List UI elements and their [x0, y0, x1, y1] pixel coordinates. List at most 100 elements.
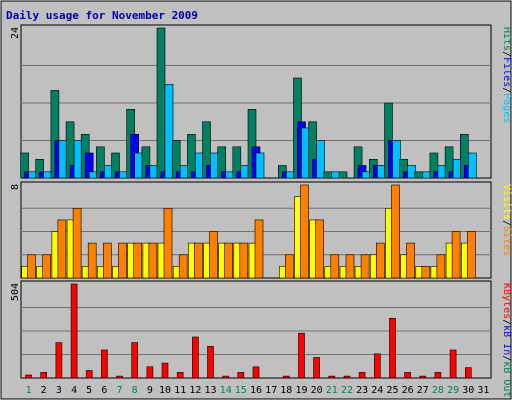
- bar-kbytes-day-18: [282, 375, 290, 379]
- bar-pages-day-12: [195, 152, 204, 179]
- bar-pages-day-20: [316, 140, 325, 179]
- bar-pages-day-24: [376, 165, 386, 179]
- bar-pages-day-2: [43, 171, 53, 179]
- day-label-9: 9: [147, 385, 153, 396]
- bar-kbytes-day-15: [237, 372, 245, 379]
- bar-kbytes-day-13: [207, 345, 214, 379]
- bar-kbytes-day-20: [313, 357, 320, 379]
- bar-sites-day-28: [436, 254, 446, 279]
- bar-pages-day-30: [467, 152, 477, 179]
- day-label-31: 31: [477, 385, 489, 396]
- day-label-26: 26: [402, 385, 414, 396]
- bar-sites-day-15: [239, 242, 249, 279]
- y-max-label: 8: [10, 184, 21, 190]
- day-label-30: 30: [462, 385, 474, 396]
- bar-sites-day-20: [315, 219, 324, 279]
- legend-entry: /: [501, 51, 512, 57]
- bar-sites-day-13: [209, 231, 218, 279]
- bar-pages-day-11: [179, 165, 189, 179]
- bar-hits-day-27: [414, 171, 424, 179]
- bar-sites-day-7: [118, 242, 127, 279]
- day-label-2: 2: [41, 385, 47, 396]
- bar-pages-day-15: [240, 165, 250, 179]
- bar-pages-day-1: [28, 171, 37, 179]
- legend-entry: /: [501, 87, 512, 93]
- legend-visits: Visits/Sites: [501, 184, 512, 256]
- day-label-29: 29: [447, 385, 459, 396]
- legend-entry: /: [501, 319, 512, 325]
- legend-entry: Files: [501, 57, 512, 87]
- day-label-3: 3: [56, 385, 62, 396]
- legend-entry: kB Out: [501, 361, 512, 397]
- day-label-10: 10: [159, 385, 171, 396]
- bar-sites-day-27: [421, 266, 431, 279]
- bar-kbytes-day-24: [373, 353, 381, 379]
- bar-kbytes-day-5: [85, 370, 93, 379]
- bar-pages-day-9: [149, 165, 159, 179]
- bar-kbytes-day-12: [192, 336, 199, 379]
- bar-pages-day-3: [58, 140, 68, 179]
- bar-pages-day-8: [134, 152, 143, 179]
- legend-entry: Sites: [501, 226, 512, 256]
- bar-sites-day-5: [87, 242, 97, 279]
- day-label-28: 28: [432, 385, 444, 396]
- bar-pages-day-14: [225, 171, 234, 179]
- day-axis-labels: 1 2 3 4 5 6 7 8 9 10 11 12 13 14 15 16 17 18 19 20 21 22 23 24 2…: [26, 385, 490, 396]
- panel-visits: 8 Visits/Sites: [10, 181, 512, 279]
- bar-sites-day-23: [360, 254, 370, 279]
- bar-kbytes-day-22: [343, 375, 351, 379]
- bar-sites-day-12: [194, 242, 203, 279]
- bar-kbytes-day-27: [419, 375, 427, 379]
- bar-sites-day-3: [57, 219, 67, 279]
- day-label-17: 17: [265, 385, 277, 396]
- legend-entry: /: [501, 220, 512, 226]
- bar-sites-day-18: [284, 254, 294, 279]
- bar-sites-day-19: [300, 184, 309, 279]
- bar-pages-day-27: [422, 171, 432, 179]
- bar-kbytes-day-8: [131, 342, 138, 379]
- bar-kbytes-day-21: [328, 375, 336, 379]
- panel-frame: [20, 280, 492, 379]
- day-label-22: 22: [341, 385, 353, 396]
- bar-kbytes-day-26: [404, 372, 411, 379]
- day-label-7: 7: [116, 385, 122, 396]
- y-max-label: 504: [10, 283, 21, 301]
- bar-sites-day-21: [330, 254, 340, 279]
- day-label-16: 16: [250, 385, 262, 396]
- bar-pages-day-29: [452, 159, 462, 179]
- bar-sites-day-29: [451, 231, 461, 279]
- day-label-21: 21: [326, 385, 338, 396]
- bar-pages-day-26: [407, 165, 416, 179]
- y-max-label: 24: [10, 27, 21, 39]
- day-label-6: 6: [101, 385, 107, 396]
- legend-kbytes: KBytes/kB In/kB Out: [501, 283, 512, 397]
- bar-hits-day-10: [156, 27, 166, 179]
- bar-sites-day-22: [345, 254, 355, 279]
- bar-kbytes-day-19: [298, 332, 305, 379]
- legend-entry: Pages: [501, 93, 512, 123]
- chart-title: Daily usage for November 2009: [6, 9, 198, 22]
- bar-sites-day-6: [103, 242, 112, 279]
- bar-pages-day-18: [285, 171, 295, 179]
- day-label-11: 11: [174, 385, 186, 396]
- bar-kbytes-day-9: [146, 366, 154, 379]
- bar-kbytes-day-28: [434, 372, 442, 379]
- panel-usage: 24 Hits/Files/Pages: [10, 24, 512, 179]
- bar-pages-day-10: [164, 84, 174, 179]
- day-label-19: 19: [295, 385, 307, 396]
- bar-sites-day-26: [406, 242, 415, 279]
- bar-kbytes-day-6: [101, 349, 108, 379]
- bar-pages-day-5: [88, 171, 98, 179]
- legend-entry: kB In: [501, 325, 512, 355]
- legend-entry: /: [501, 355, 512, 361]
- day-label-20: 20: [311, 385, 323, 396]
- day-label-15: 15: [235, 385, 247, 396]
- day-label-24: 24: [371, 385, 383, 396]
- bar-sites-day-1: [27, 254, 36, 279]
- day-label-25: 25: [386, 385, 398, 396]
- legend-usage: Hits/Files/Pages: [501, 27, 512, 123]
- bar-hits-day-21: [323, 171, 333, 179]
- bar-pages-day-23: [361, 171, 371, 179]
- bar-kbytes-day-2: [40, 372, 48, 379]
- legend-entry: Visits: [501, 184, 512, 220]
